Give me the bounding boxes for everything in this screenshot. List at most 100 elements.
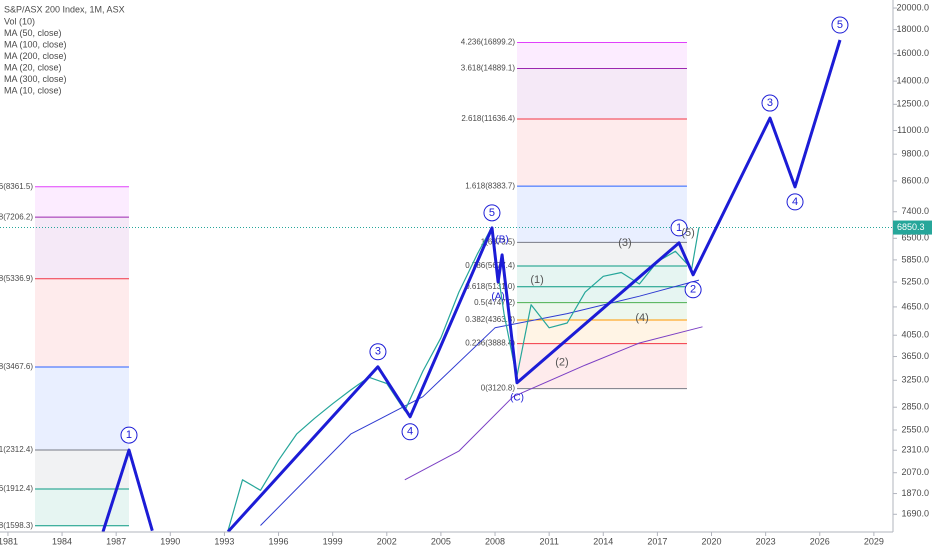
x-tick-label: 2029 [864,536,884,546]
y-tick-label: 1870.0 [901,488,929,498]
x-tick-label: 2002 [377,536,397,546]
fib-band [517,242,687,267]
y-tick-label: 6500.0 [901,233,929,243]
legend-entry: MA (20, close) [4,62,62,72]
wave-label: 1 [126,429,132,441]
wave-circle [831,16,849,34]
fib-label: 4.236(8361.5) [0,182,33,191]
last-price-label: 6850.3 [897,222,925,232]
fib-band [517,319,687,344]
x-tick-label: 1987 [106,536,126,546]
x-tick-label: 1990 [160,536,180,546]
x-tick-label: 2005 [431,536,451,546]
wave-label: (B) [495,235,508,246]
wave-label: 3 [767,97,773,109]
y-tick-label: 8600.0 [901,175,929,185]
x-tick-label: 2023 [756,536,776,546]
fib-label: 2.618(11636.4) [461,114,515,123]
subwave-label: (3) [618,237,631,249]
fib-band [34,450,129,489]
fib-label: 0.786(5677.4) [465,261,515,270]
legend: S&P/ASX 200 Index, 1M, ASX Vol (10) MA (5… [4,4,125,95]
legend-entry: MA (300, close) [4,74,67,84]
legend-entry: MA (200, close) [4,51,67,61]
wave-circle [684,281,702,299]
x-tick-label: 1981 [0,536,18,546]
wave-circle [761,94,779,112]
x-tick-label: 1993 [214,536,234,546]
y-tick-label: 5850.0 [901,254,929,264]
wave-label: 1 [676,222,682,234]
legend-entry: Vol (10) [4,16,35,26]
subwave-label: (4) [635,312,648,324]
x-tick-label: 2026 [810,536,830,546]
x-tick-label: 2017 [647,536,667,546]
x-tick-label: 2014 [593,536,613,546]
wave-circle [401,423,419,441]
x-tick-label: 1984 [52,536,72,546]
fib-label: 0.236(3888.4) [465,339,515,348]
wave-circle [670,219,688,237]
wave-label: 3 [375,346,381,358]
x-tick-label: 1996 [269,536,289,546]
fib-label: 1.618(3467.6) [0,362,33,371]
fib-label: 0(3120.8) [481,384,516,393]
legend-entry: MA (100, close) [4,39,67,49]
fib-label: 0.382(4363.3) [465,315,515,324]
fib-label: 2.618(5336.9) [0,274,33,283]
y-tick-label: 2550.0 [901,424,929,434]
subwave-label: (1) [530,274,543,286]
fib-label: 0.5(4747.2) [474,298,515,307]
y-tick-label: 3250.0 [901,375,929,385]
wave-circle [483,204,501,222]
x-tick-label: 2011 [539,536,558,546]
y-tick-label: 2850.0 [901,402,929,412]
fib-band [517,286,687,303]
fib-band [34,217,129,279]
plot-area: 4.236(8361.5) 3.618(7206.2) 2.618(5336.9) 1… [0,16,893,532]
y-tick-label: 7400.0 [901,206,929,216]
wave-label: 4 [407,426,413,438]
legend-entry: MA (50, close) [4,28,62,38]
legend-entry: MA (10, close) [4,85,62,95]
fib-label: 0.786(1912.4) [0,484,33,493]
fib-label: 0.618(5131.0) [465,282,515,291]
fib-band [517,42,687,69]
wave-line [101,39,842,532]
fib-label: 0.618(1598.3) [0,521,33,530]
fib-band [34,186,129,218]
y-tick-label: 3650.0 [901,351,929,361]
y-tick-label: 4650.0 [901,301,929,311]
x-tick-label: 1999 [323,536,343,546]
chart-title: S&P/ASX 200 Index, 1M, ASX [4,4,125,14]
y-tick-label: 1690.0 [901,509,929,519]
x-tick-label: 2020 [701,536,721,546]
wave-circle [369,343,387,361]
y-tick-label: 18000.0 [896,24,929,34]
moving-average [260,279,700,526]
fib-band [517,343,687,389]
y-tick-label: 9800.0 [901,149,929,159]
y-tick-label: 20000.0 [896,2,929,12]
x-tick-label: 2008 [485,536,505,546]
fib-label: 3.618(7206.2) [0,212,33,221]
y-tick-label: 16000.0 [896,48,929,58]
y-tick-label: 5250.0 [901,276,929,286]
fib-band [517,68,687,119]
y-tick-label: 4050.0 [901,330,929,340]
fib-label: 3.618(14889.1) [461,64,516,73]
wave-label: 2 [690,284,696,296]
y-tick-label: 2310.0 [901,445,929,455]
y-tick-label: 14000.0 [896,75,929,85]
fib-band [517,186,687,243]
price-line [227,227,700,531]
y-tick-label: 11000.0 [897,125,929,135]
wave-label: 5 [489,207,495,219]
last-price-tag [893,220,932,235]
fib-label: 1(2312.4) [0,445,33,454]
fib-label: 1(6373.5) [481,237,516,246]
wave-circle [786,193,804,211]
